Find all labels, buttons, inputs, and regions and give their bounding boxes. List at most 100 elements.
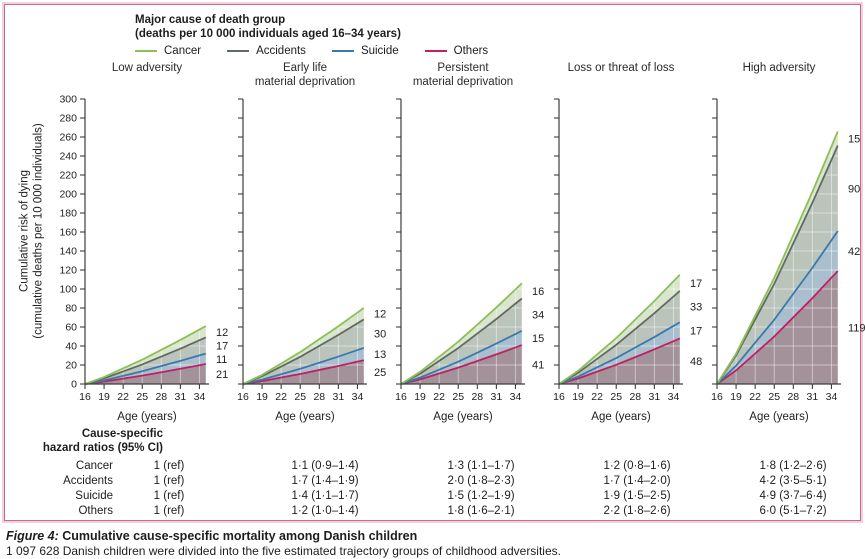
- cancer-line-swatch: [135, 49, 157, 53]
- row-label-accidents: Accidents: [63, 474, 113, 487]
- x-tick-label: 16: [395, 391, 407, 403]
- panel-title: High adversity: [742, 62, 816, 74]
- table-row-suicide: Suicide 1 (ref) 1·4 (1·1–1·7) 1·5 (1·2–1…: [13, 488, 854, 503]
- y-tick-label: 300: [59, 94, 77, 106]
- accidents-line-swatch: [227, 49, 250, 53]
- figure-title: Cumulative cause-specific mortality amon…: [58, 529, 418, 543]
- hazard-ratio-table: Cause-specific hazard ratios (95% CI) Ca…: [13, 427, 854, 518]
- x-tick-label: 19: [414, 391, 426, 403]
- x-tick-label: 22: [749, 391, 761, 403]
- x-tick-label: 25: [294, 391, 306, 403]
- hr-suicide-loss: 1·9 (1·5–2·5): [603, 489, 671, 502]
- annotation-cancer: 17: [690, 278, 702, 290]
- x-tick-label: 34: [194, 391, 206, 403]
- row-label-cancer: Cancer: [75, 459, 113, 472]
- hr-others-loss: 2·2 (1·8–2·6): [603, 504, 671, 517]
- legend-label-accidents: Accidents: [256, 45, 306, 57]
- x-tick-label: 19: [256, 391, 268, 403]
- y-tick-label: 180: [59, 208, 77, 220]
- x-tick-label: 25: [452, 391, 464, 403]
- annotation-suicide: 42: [848, 246, 860, 258]
- y-tick-label: 100: [59, 284, 77, 296]
- line-accidents: [84, 336, 207, 385]
- panel-title: Low adversity: [111, 62, 183, 74]
- line-accidents: [242, 318, 365, 385]
- line-suicide: [242, 347, 365, 385]
- x-axis-title: Age (years): [117, 411, 177, 423]
- hr-others-low: 1 (ref): [153, 504, 185, 517]
- legend: Major cause of death group (deaths per 1…: [135, 13, 854, 57]
- line-cancer: [84, 325, 207, 385]
- panel-title: Early life: [282, 62, 328, 74]
- y-axis-title-line1: Cumulative risk of dying: [18, 169, 31, 293]
- line-suicide: [84, 352, 207, 385]
- hr-cancer-low: 1 (ref): [153, 459, 185, 472]
- y-tick-label: 60: [65, 322, 77, 334]
- annotation-cancer: 15: [848, 133, 860, 145]
- x-axis-title: Age (years): [591, 411, 651, 423]
- x-tick-label: 28: [313, 391, 325, 403]
- band-others: [717, 270, 838, 384]
- annotation-cancer: 12: [216, 327, 228, 339]
- figure-note: 1 097 628 Danish children were divided i…: [6, 544, 561, 558]
- line-suicide: [400, 329, 523, 385]
- hr-suicide-high: 4·9 (3·7–6·4): [759, 489, 827, 502]
- line-suicide: [716, 230, 839, 385]
- hr-cancer-loss: 1·2 (0·8–1·6): [603, 459, 671, 472]
- annotation-suicide: 15: [532, 333, 544, 345]
- chart-persistent-material-deprivation: 16 19 22 25 28 31 34 41 15 34 16: [395, 98, 544, 403]
- x-tick-label: 19: [730, 391, 742, 403]
- legend-item-cancer: Cancer: [135, 45, 201, 57]
- panel-high-adversity: High adversity 16 19 22 25 28 31 34 119 42 90 15 A…: [707, 61, 865, 423]
- x-tick-label: 22: [275, 391, 287, 403]
- annotation-suicide: 13: [374, 349, 386, 361]
- y-tick-label: 0: [71, 379, 77, 391]
- legend-label-others: Others: [453, 45, 489, 57]
- x-tick-label: 31: [491, 391, 503, 403]
- x-tick-label: 31: [649, 391, 661, 403]
- line-others: [716, 270, 839, 385]
- x-tick-label: 34: [668, 391, 680, 403]
- y-tick-label: 240: [59, 151, 77, 163]
- y-tick-label: 20: [65, 360, 77, 372]
- x-tick-label: 22: [591, 391, 603, 403]
- x-tick-label: 25: [136, 391, 148, 403]
- annotation-others: 21: [216, 369, 228, 381]
- y-axis-title-line2: (cumulative deaths per 10 000 individual…: [32, 123, 44, 339]
- x-tick-label: 19: [572, 391, 584, 403]
- x-tick-label: 16: [553, 391, 565, 403]
- line-accidents: [558, 290, 681, 385]
- hr-accidents-low: 1 (ref): [153, 474, 185, 487]
- line-others: [400, 344, 523, 385]
- line-others: [242, 359, 365, 385]
- hr-accidents-persistent: 2·0 (1·8–2·3): [447, 474, 515, 487]
- band-others: [401, 345, 522, 384]
- hazard-header-line1: Cause-specific: [81, 428, 163, 440]
- legend-item-others: Others: [424, 45, 489, 57]
- hr-others-early: 1·2 (1·0–1·4): [291, 504, 359, 517]
- hr-accidents-high: 4·2 (3·5–5·1): [759, 474, 827, 487]
- legend-title-line1: Major cause of death group: [135, 14, 286, 26]
- y-tick-label: 260: [59, 132, 77, 144]
- chart-low-adversity: 0 20 40 60 80 100 120 140 160 180 200 220 240 260 280 3…: [59, 94, 228, 404]
- x-axis-title: Age (years): [275, 411, 335, 423]
- table-row-accidents: Accidents 1 (ref) 1·7 (1·4–1·9) 2·0 (1·8…: [13, 473, 854, 488]
- annotation-accidents: 34: [532, 310, 544, 322]
- annotation-accidents: 33: [690, 302, 702, 314]
- hr-suicide-persistent: 1·5 (1·2–1·9): [447, 489, 515, 502]
- x-tick-label: 16: [237, 391, 249, 403]
- hazard-header-line2: hazard ratios (95% CI): [42, 442, 163, 454]
- x-tick-label: 25: [610, 391, 622, 403]
- hr-others-persistent: 1·8 (1·6–2·1): [447, 504, 515, 517]
- x-tick-label: 31: [333, 391, 345, 403]
- panel-low-adversity: Low adversity 0 20 40 60 80 100 120 140 160 180 20…: [51, 61, 233, 423]
- legend-title-line2: (deaths per 10 000 individuals aged 16–3…: [135, 28, 401, 40]
- legend-item-accidents: Accidents: [227, 45, 306, 57]
- x-axis-title: Age (years): [749, 411, 809, 423]
- x-tick-label: 34: [352, 391, 364, 403]
- suicide-line-swatch: [331, 49, 354, 53]
- legend-item-suicide: Suicide: [331, 45, 399, 57]
- x-tick-label: 22: [433, 391, 445, 403]
- y-tick-label: 200: [59, 189, 77, 201]
- panel-title: Persistent: [437, 62, 489, 74]
